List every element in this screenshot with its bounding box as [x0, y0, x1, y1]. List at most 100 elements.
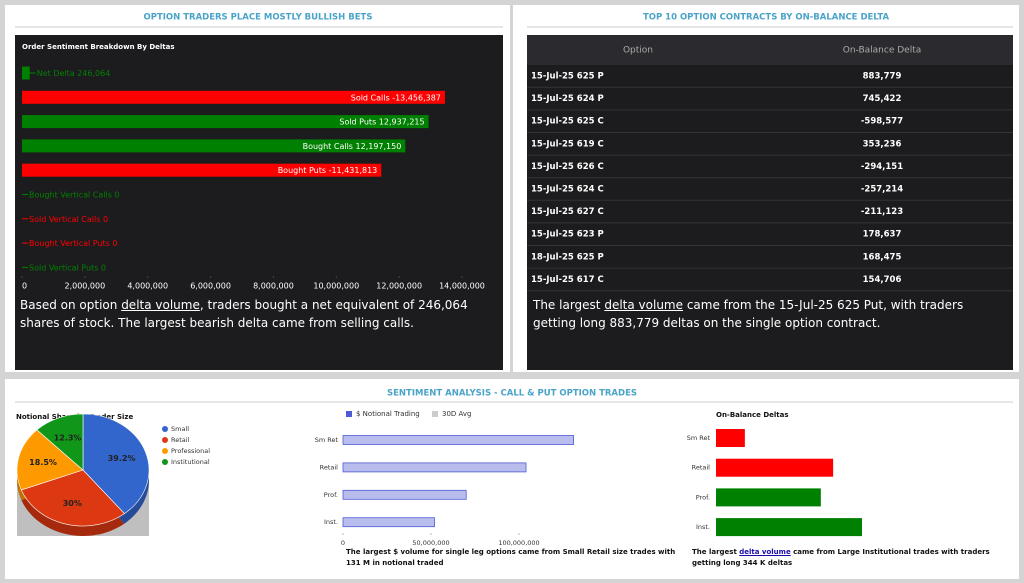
panel-title: OPTION TRADERS PLACE MOSTLY BULLISH BETS [144, 13, 373, 23]
bar [716, 518, 862, 537]
category-label: Sold Vertical Puts [29, 263, 98, 272]
legend-label: 30D Avg [442, 410, 472, 418]
bar [22, 115, 429, 129]
note-text: Based on option [20, 298, 122, 312]
category-label: Net Delta [37, 69, 75, 78]
table-cell: 15-Jul-25 624 P [531, 94, 604, 104]
panel [5, 379, 1019, 579]
table-cell: -294,151 [861, 162, 903, 172]
note-text: delta volume [739, 548, 791, 556]
value-label: 0 [114, 190, 119, 199]
category-label: Sold Vertical Calls [29, 214, 100, 223]
table-cell: 15-Jul-25 626 C [531, 162, 604, 172]
table-cell: 18-Jul-25 625 P [531, 252, 604, 262]
bar [716, 458, 834, 477]
data-label: Sold Vertical Puts 0 [29, 263, 106, 272]
legend-swatch [432, 411, 438, 417]
x-tick-label: 0 [341, 539, 345, 547]
note-text: came from Large Institutional trades wit… [692, 548, 990, 568]
table-cell: -257,214 [861, 185, 903, 195]
x-tick-label: 50,000,000 [412, 539, 449, 547]
table-header [527, 35, 1013, 65]
y-tick-label: Inst. [696, 523, 710, 531]
pie-slice [82, 413, 150, 514]
y-tick-label: Sm Ret [687, 434, 711, 442]
note: Based on option delta volume, traders bo… [20, 296, 500, 332]
data-label: Bought Puts -11,431,813 [278, 166, 378, 175]
value-label: 0 [101, 263, 106, 272]
table-cell: 883,779 [863, 72, 902, 82]
legend-label: Retail [171, 436, 190, 444]
bar [716, 488, 821, 507]
note-text: delta volume [604, 298, 683, 312]
legend-swatch [162, 437, 168, 443]
category-label: Sold Calls [351, 93, 390, 102]
bar [342, 517, 435, 528]
note: The largest delta volume came from the 1… [533, 296, 1008, 332]
x-tick-label: 0 [22, 282, 27, 291]
y-tick-label: Prof. [324, 491, 338, 499]
data-label: Bought Calls 12,197,150 [303, 141, 402, 150]
note-text: The largest [692, 548, 740, 556]
data-label: Bought Vertical Puts 0 [29, 239, 117, 248]
value-label: 12,937,215 [379, 117, 425, 126]
y-tick-label: Retail [692, 464, 711, 472]
value-label: 12,197,150 [356, 141, 402, 150]
bar [716, 429, 745, 447]
legend-swatch [162, 426, 168, 432]
bar [22, 90, 445, 104]
table-cell: 15-Jul-25 627 C [531, 207, 604, 217]
legend-label: Small [171, 425, 189, 433]
chart-title: On-Balance Deltas [716, 411, 789, 419]
x-tick-label: 12,000,000 [376, 282, 422, 291]
data-label: 18.5% [29, 458, 57, 467]
category-label: Bought Puts [278, 166, 326, 175]
value-label: -11,431,813 [329, 166, 378, 175]
note-text: The largest $ volume for single leg opti… [346, 548, 676, 568]
legend-label: $ Notional Trading [356, 410, 420, 418]
dark-area [527, 35, 1013, 370]
y-tick-label: Inst. [324, 518, 338, 526]
value-label: -13,456,387 [392, 93, 441, 102]
column-header: Option [623, 46, 653, 56]
x-tick-label: 14,000,000 [439, 282, 485, 291]
category-label: Bought Vertical Puts [29, 239, 110, 248]
bar [22, 66, 30, 80]
table-cell: -211,123 [861, 207, 903, 217]
value-label: 0 [103, 214, 108, 223]
value-label: 246,064 [77, 69, 110, 78]
value-label: 0 [112, 239, 117, 248]
category-label: Bought Vertical Calls [29, 190, 112, 199]
note-text: delta volume [121, 298, 200, 312]
bar [22, 139, 406, 153]
y-tick-label: Sm Ret [315, 436, 339, 444]
chart-title: Order Sentiment Breakdown By Deltas [22, 43, 175, 51]
data-label: Bought Vertical Calls 0 [29, 190, 120, 199]
data-label: 39.2% [108, 454, 136, 463]
table-cell: 168,475 [863, 252, 902, 262]
table-cell: 178,637 [863, 230, 902, 240]
x-tick-label: 2,000,000 [64, 282, 105, 291]
x-tick-label: 100,000,000 [498, 539, 539, 547]
panel-title: SENTIMENT ANALYSIS - CALL & PUT OPTION T… [387, 389, 637, 399]
pie-slice [20, 469, 125, 527]
data-label: Net Delta 246,064 [37, 69, 111, 78]
x-tick-label: 10,000,000 [313, 282, 359, 291]
table-cell: 15-Jul-25 619 C [531, 139, 604, 149]
table-cell: 745,422 [863, 94, 902, 104]
legend-swatch [346, 411, 352, 417]
data-label: Sold Vertical Calls 0 [29, 214, 108, 223]
note-text: came from the 15-Jul-25 625 Put, with tr… [533, 298, 964, 330]
table-cell: 15-Jul-25 623 P [531, 230, 604, 240]
legend-label: Professional [171, 447, 210, 455]
table-cell: 154,706 [863, 275, 902, 285]
note-text: The largest [533, 298, 605, 312]
bar [342, 489, 467, 500]
table-cell: 15-Jul-25 625 P [531, 72, 604, 82]
pie-slice [36, 413, 84, 471]
note-text: , traders bought a net equivalent of 246… [20, 298, 468, 330]
column-header: On-Balance Delta [843, 46, 921, 56]
note: The largest $ volume for single leg opti… [346, 547, 681, 569]
